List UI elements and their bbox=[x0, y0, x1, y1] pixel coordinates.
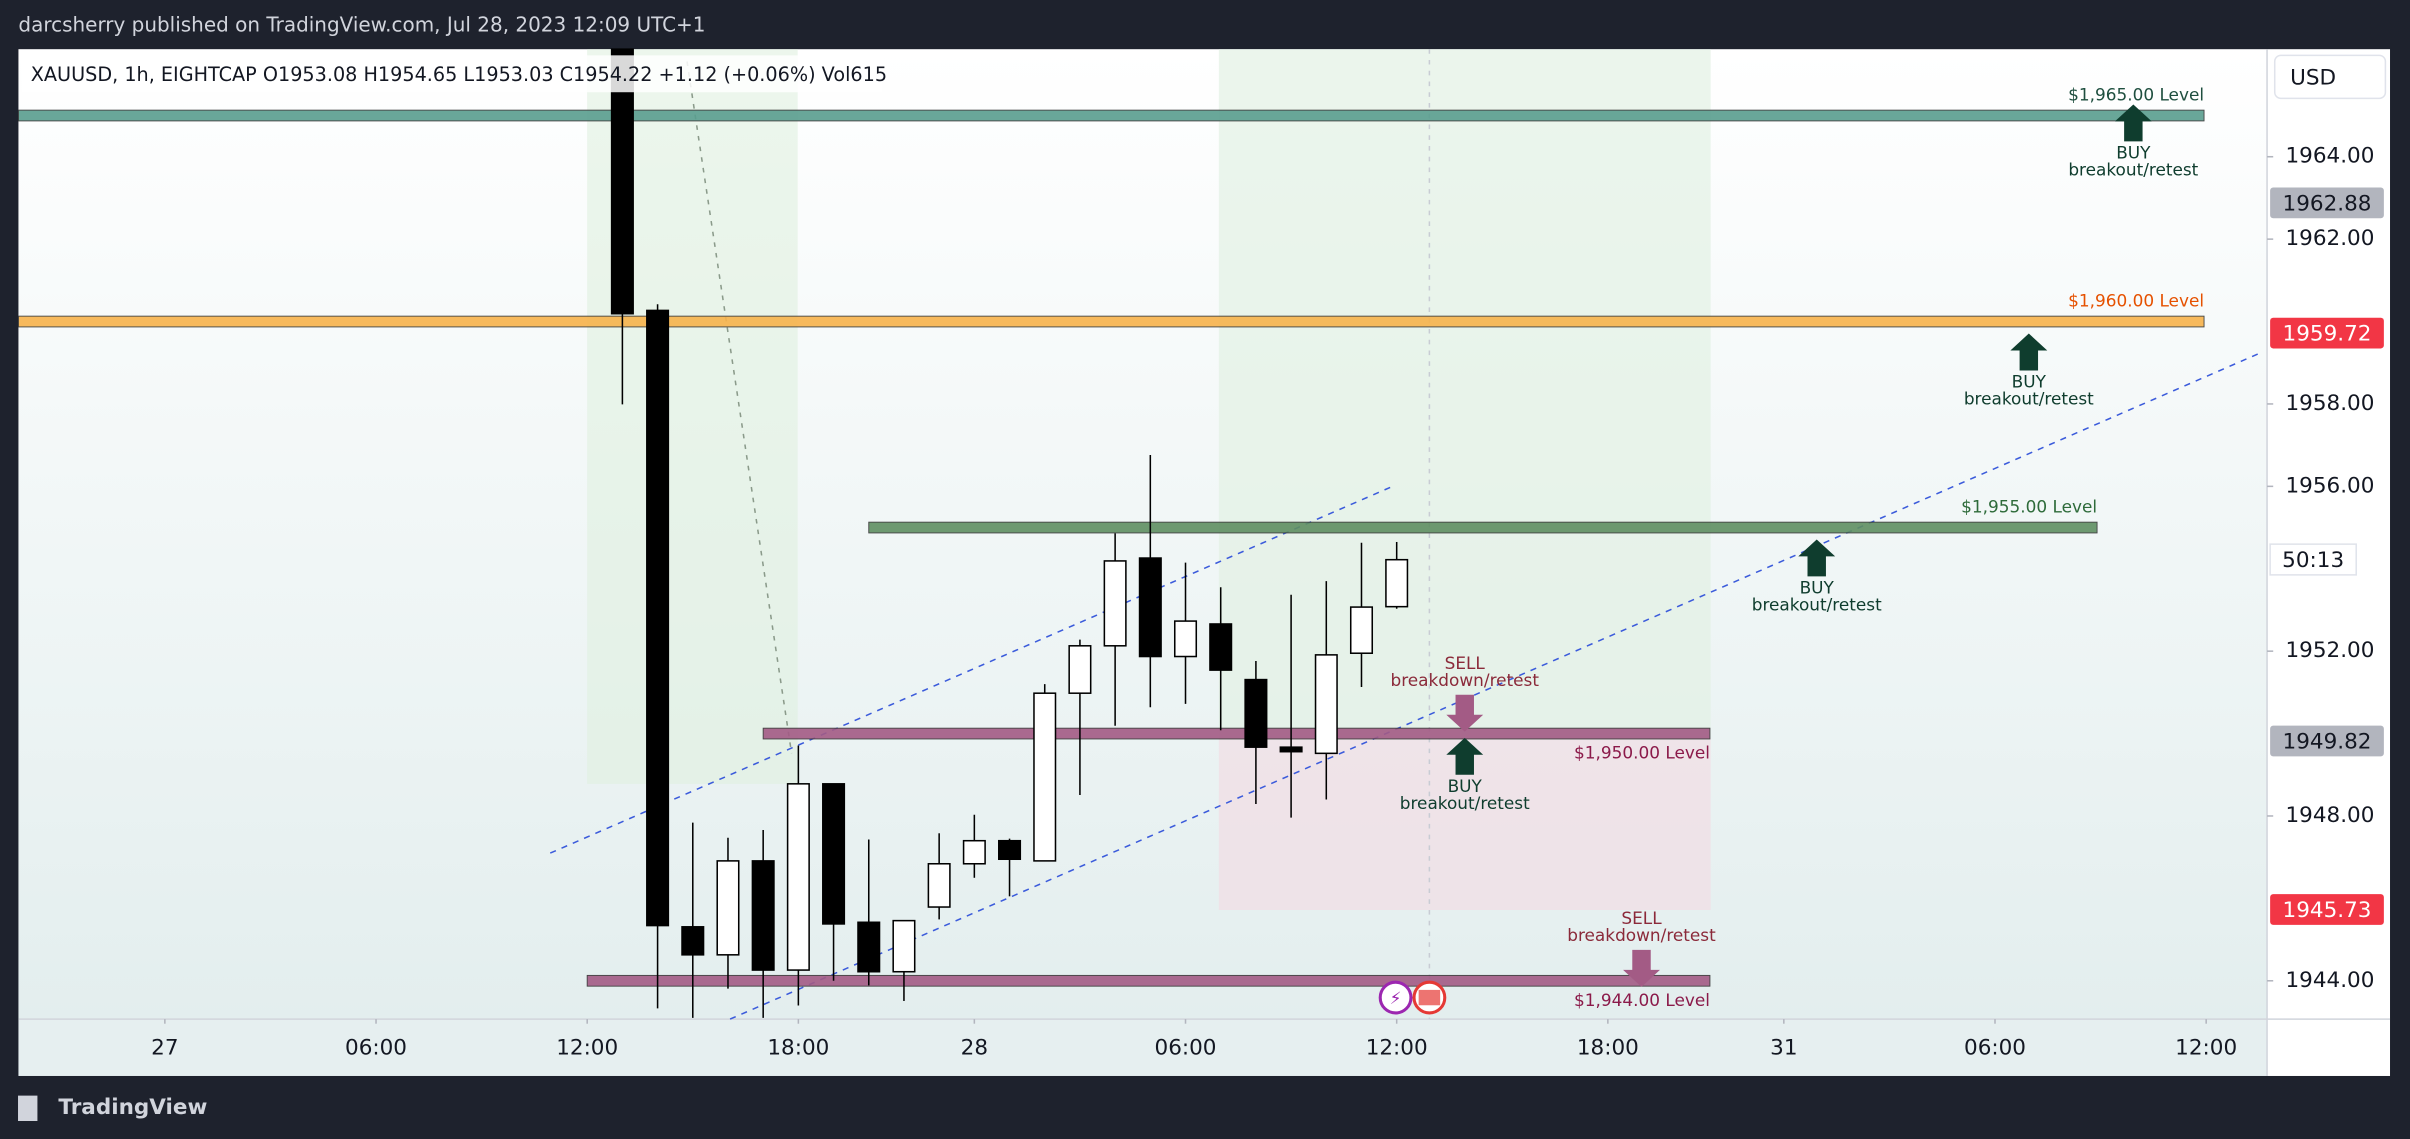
chart-layer: $1,965.00 Level $1,960.00 Level $1,955.00 … bbox=[17, 48, 2205, 1018]
publisher: darcsherry published on TradingView.com,… bbox=[18, 13, 705, 37]
level-band bbox=[762, 727, 1711, 740]
x-tick-label: 27 bbox=[151, 1035, 178, 1060]
candle-body bbox=[1244, 678, 1268, 748]
candle-body bbox=[1385, 558, 1409, 608]
x-tick-label: 06:00 bbox=[1155, 1035, 1217, 1060]
candle-body bbox=[786, 783, 810, 971]
candle-body bbox=[822, 783, 846, 925]
annotation-text: breakdown/retest bbox=[1567, 925, 1716, 945]
y-tick-label: 1962.00 bbox=[2286, 226, 2375, 251]
annotation-title: BUY bbox=[2116, 143, 2151, 163]
annotation-text: breakdown/retest bbox=[1391, 670, 1540, 690]
annotation-text: breakout/retest bbox=[1400, 793, 1530, 813]
buy-arrow bbox=[1798, 539, 1836, 577]
logo-text: TradingView bbox=[58, 1095, 207, 1120]
sell-arrow bbox=[1623, 949, 1660, 987]
currency-button[interactable] bbox=[2273, 54, 2387, 100]
x-tick-label: 06:00 bbox=[345, 1035, 407, 1060]
candle-body bbox=[962, 839, 986, 865]
trend-line bbox=[729, 351, 2263, 1020]
annotation-title: SELL bbox=[1621, 908, 1662, 928]
annotation-title: BUY bbox=[2012, 372, 2047, 392]
candle-body bbox=[751, 860, 775, 971]
event-icon[interactable] bbox=[1378, 980, 1413, 1015]
candle-body bbox=[1349, 606, 1374, 654]
candle-body bbox=[1279, 746, 1303, 753]
candle-body bbox=[716, 860, 740, 956]
trend-line bbox=[686, 61, 793, 754]
price-badge-label: 1949.82 bbox=[2283, 730, 2372, 755]
candle-body bbox=[646, 309, 670, 927]
annotation-title: SELL bbox=[1445, 653, 1486, 673]
price-badge-label: 1962.88 bbox=[2283, 191, 2372, 216]
candle-body bbox=[1209, 623, 1233, 671]
price-badge bbox=[2270, 894, 2384, 925]
currency[interactable]: USD bbox=[2290, 65, 2336, 90]
time-axis bbox=[18, 1019, 2268, 1076]
price-badge bbox=[2270, 187, 2384, 219]
x-tick-label: 12:00 bbox=[1366, 1035, 1428, 1060]
zone bbox=[1218, 49, 1711, 738]
x-tick-label: 31 bbox=[1770, 1035, 1797, 1060]
candle-body bbox=[998, 839, 1022, 861]
y-tick-label: 1964.00 bbox=[2286, 144, 2375, 169]
level-band bbox=[17, 315, 2205, 328]
logo-mark: ▇ bbox=[17, 1092, 38, 1122]
price-badge bbox=[2270, 317, 2384, 349]
candle-body bbox=[1103, 560, 1127, 647]
x-tick-label: 06:00 bbox=[1964, 1035, 2026, 1060]
level-label: $1,950.00 Level bbox=[1574, 743, 1710, 763]
x-tick-label: 28 bbox=[961, 1035, 988, 1060]
countdown: 50:13 bbox=[2282, 548, 2344, 573]
x-tick-label: 12:00 bbox=[2175, 1035, 2237, 1060]
y-tick-label: 1948.00 bbox=[2286, 803, 2375, 828]
symbol-legend: XAUUSD, 1h, EIGHTCAP O1953.08 H1954.65 L… bbox=[31, 63, 887, 86]
event-icon-glyph: ⚡ bbox=[1390, 988, 1402, 1008]
price-badge bbox=[2270, 725, 2384, 757]
candle-body bbox=[1138, 557, 1162, 658]
y-tick-label: 1956.00 bbox=[2286, 473, 2375, 498]
annotation-title: BUY bbox=[1448, 776, 1483, 796]
level-band bbox=[586, 974, 1711, 987]
level-label: $1,965.00 Level bbox=[2068, 85, 2204, 105]
countdown-badge bbox=[2269, 543, 2357, 576]
price-badge-label: 1959.72 bbox=[2283, 322, 2372, 347]
annotation-text: breakout/retest bbox=[1964, 389, 2094, 409]
level-band bbox=[868, 521, 2098, 534]
level-label: $1,955.00 Level bbox=[1961, 497, 2097, 517]
price-badge-label: 1945.73 bbox=[2283, 898, 2372, 923]
annotation-title: BUY bbox=[1800, 578, 1835, 598]
annotation-text: breakout/retest bbox=[1752, 595, 1882, 615]
candle-body bbox=[1173, 620, 1198, 658]
x-tick-label: 12:00 bbox=[556, 1035, 618, 1060]
logo: ▇ TradingView bbox=[17, 1092, 207, 1122]
candle-body bbox=[610, 48, 634, 315]
flag bbox=[1418, 989, 1441, 1006]
candle-body bbox=[1314, 654, 1338, 755]
level-label: $1,960.00 Level bbox=[2068, 291, 2204, 311]
candle-body bbox=[892, 919, 916, 973]
y-tick-label: 1944.00 bbox=[2286, 968, 2375, 993]
candle-body bbox=[1068, 645, 1092, 694]
plot-area bbox=[18, 49, 2268, 1020]
y-tick-label: 1958.00 bbox=[2286, 391, 2375, 416]
y-tick-label: 1952.00 bbox=[2286, 638, 2375, 663]
level-label: $1,944.00 Level bbox=[1574, 990, 1710, 1010]
legend-bg bbox=[21, 55, 883, 93]
level-band bbox=[17, 109, 2205, 122]
candle-body bbox=[1033, 692, 1057, 862]
x-tick-label: 18:00 bbox=[1577, 1035, 1639, 1060]
candle-body bbox=[927, 863, 951, 908]
trend-line bbox=[549, 485, 1395, 854]
candle-body bbox=[857, 921, 881, 973]
candle-body bbox=[681, 926, 705, 956]
buy-arrow bbox=[2010, 333, 2048, 371]
annotation-text: breakout/retest bbox=[2068, 160, 2198, 180]
buy-arrow bbox=[2114, 104, 2152, 142]
x-tick-label: 18:00 bbox=[767, 1035, 829, 1060]
